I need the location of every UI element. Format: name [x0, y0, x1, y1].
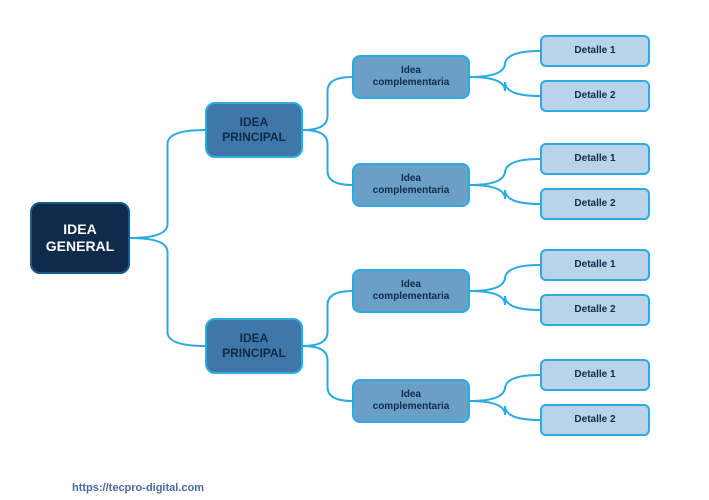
node-c3: Idea complementaria	[352, 269, 470, 313]
node-p1: IDEA PRINCIPAL	[205, 102, 303, 158]
source-url: https://tecpro-digital.com	[72, 482, 204, 494]
node-c2: Idea complementaria	[352, 163, 470, 207]
brace-p2	[303, 291, 352, 401]
node-d2: Detalle 2	[540, 80, 650, 112]
node-p2: IDEA PRINCIPAL	[205, 318, 303, 374]
node-d8: Detalle 2	[540, 404, 650, 436]
brace-c3	[470, 265, 540, 310]
node-d3: Detalle 1	[540, 143, 650, 175]
node-d6: Detalle 2	[540, 294, 650, 326]
node-d5: Detalle 1	[540, 249, 650, 281]
node-root: IDEA GENERAL	[30, 202, 130, 274]
node-d1: Detalle 1	[540, 35, 650, 67]
brace-c1	[470, 51, 540, 96]
brace-c4	[470, 375, 540, 420]
node-d7: Detalle 1	[540, 359, 650, 391]
brace-p1	[303, 77, 352, 185]
brace-c2	[470, 159, 540, 204]
node-c4: Idea complementaria	[352, 379, 470, 423]
node-d4: Detalle 2	[540, 188, 650, 220]
node-c1: Idea complementaria	[352, 55, 470, 99]
brace-root	[130, 130, 205, 346]
